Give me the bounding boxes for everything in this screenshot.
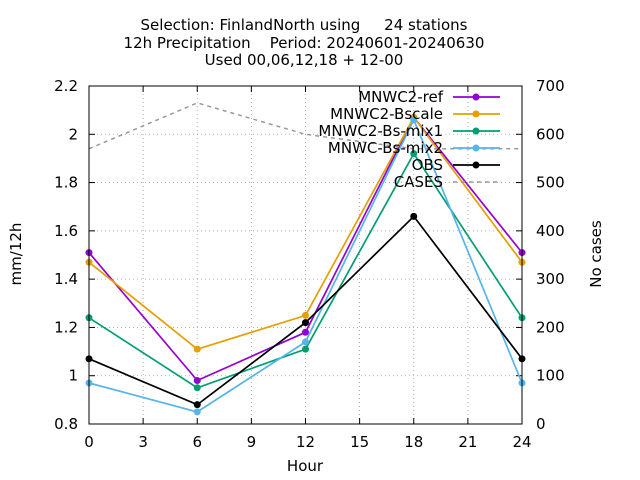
y-tick-label: 2 bbox=[68, 125, 78, 143]
x-tick-label: 3 bbox=[138, 433, 148, 451]
y-tick-label: 1.4 bbox=[54, 270, 78, 288]
x-tick-label: 21 bbox=[458, 433, 477, 451]
x-axis-label: Hour bbox=[287, 457, 324, 475]
data-point bbox=[302, 311, 309, 319]
legend-label: MNWC2-Bs-mix1 bbox=[318, 122, 443, 140]
y2-tick-label: 300 bbox=[536, 270, 565, 288]
x-tick-label: 12 bbox=[296, 433, 315, 451]
axis-ticks: 0 3 6 9 12 15 18 21 24 0.8 1 1.2 1.4 1.6 1.8 2 2.2 0 100 20… bbox=[54, 77, 565, 451]
y2-tick-label: 200 bbox=[536, 318, 565, 336]
data-point bbox=[410, 150, 418, 158]
legend-swatch-marker bbox=[472, 127, 480, 135]
chart-title-line-2: 12h Precipitation Period: 20240601-20240… bbox=[124, 34, 485, 52]
legend-label: MNWC2-Bscale bbox=[330, 105, 443, 123]
grid-lines bbox=[89, 86, 522, 424]
legend-swatch-marker bbox=[472, 144, 480, 152]
chart-title-block: Selection: FinlandNorth using 24 station… bbox=[124, 16, 485, 69]
series-group bbox=[85, 102, 526, 416]
y2-tick-label: 400 bbox=[536, 222, 565, 240]
x-tick-label: 24 bbox=[512, 433, 531, 451]
x-tick-label: 15 bbox=[350, 433, 369, 451]
legend-swatch-marker bbox=[472, 93, 480, 101]
series-line bbox=[88, 102, 522, 150]
y2-tick-label: 0 bbox=[536, 415, 546, 433]
data-point bbox=[302, 345, 309, 353]
y-tick-label: 1.2 bbox=[54, 318, 78, 336]
data-point bbox=[193, 401, 201, 409]
x-tick-label: 6 bbox=[192, 433, 202, 451]
y2-tick-label: 100 bbox=[536, 367, 565, 385]
y-tick-label: 1.8 bbox=[54, 174, 78, 192]
legend-swatch-marker bbox=[472, 110, 480, 118]
y-tick-label: 0.8 bbox=[54, 415, 78, 433]
legend-label: CASES bbox=[394, 173, 443, 191]
data-point bbox=[193, 408, 201, 416]
data-point bbox=[302, 338, 309, 346]
plot-frame bbox=[88, 85, 523, 425]
legend-label: OBS bbox=[412, 156, 443, 174]
data-point bbox=[410, 116, 418, 124]
legend-label: MNWC-Bs-mix2 bbox=[328, 139, 443, 157]
series-line bbox=[88, 117, 523, 413]
chart-title-line-3: Used 00,06,12,18 + 12-00 bbox=[205, 51, 404, 69]
chart-title-line-1: Selection: FinlandNorth using 24 station… bbox=[141, 16, 468, 34]
y2-tick-label: 700 bbox=[536, 77, 565, 95]
y-tick-label: 1.6 bbox=[54, 222, 78, 240]
x-tick-label: 0 bbox=[84, 433, 94, 451]
legend-label: MNWC2-ref bbox=[358, 88, 443, 106]
legend-swatch-marker bbox=[472, 161, 480, 169]
y2-tick-label: 600 bbox=[536, 125, 565, 143]
x-tick-label: 18 bbox=[404, 433, 423, 451]
data-point bbox=[302, 328, 309, 336]
y-tick-label: 1 bbox=[68, 367, 78, 385]
y2-tick-label: 500 bbox=[536, 174, 565, 192]
y-axis-label: mm/12h bbox=[7, 223, 25, 286]
legend: MNWC2-refMNWC2-BscaleMNWC2-Bs-mix1MNWC-B… bbox=[318, 88, 500, 191]
y2-axis-label: No cases bbox=[587, 220, 605, 288]
data-point bbox=[193, 377, 201, 385]
x-tick-label: 9 bbox=[247, 433, 257, 451]
data-point bbox=[193, 384, 201, 392]
data-point bbox=[193, 345, 201, 353]
y-tick-label: 2.2 bbox=[54, 77, 78, 95]
data-point bbox=[302, 319, 309, 327]
data-point bbox=[410, 212, 418, 220]
